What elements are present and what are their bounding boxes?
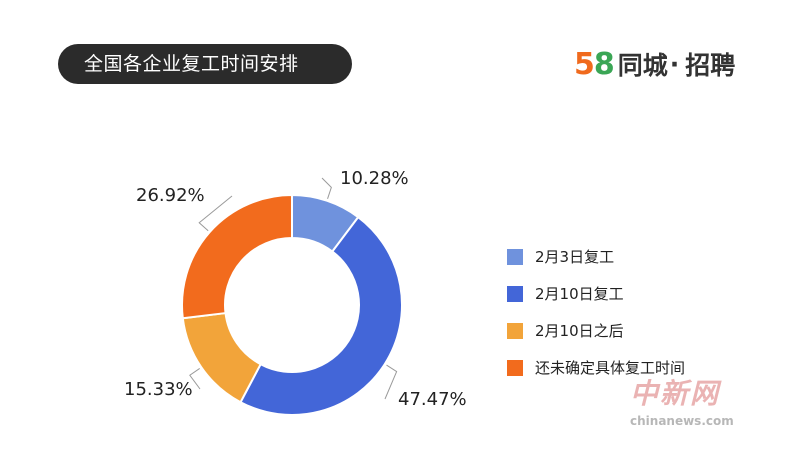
leader-line xyxy=(384,364,398,400)
legend-item-after-feb10: 2月10日之后 xyxy=(507,312,685,349)
chart-title: 全国各企业复工时间安排 xyxy=(58,44,352,84)
legend-label-undecided: 还未确定具体复工时间 xyxy=(535,359,686,377)
value-label-undecided: 26.92% xyxy=(136,185,205,206)
value-label-feb10: 47.47% xyxy=(398,389,467,410)
legend-item-feb3: 2月3日复工 xyxy=(507,238,685,275)
value-label-feb3: 10.28% xyxy=(340,168,409,189)
leader-line xyxy=(189,368,201,390)
brand-suffix: 招聘 xyxy=(685,51,736,80)
legend-label-after-feb10: 2月10日之后 xyxy=(535,322,624,340)
chart-legend: 2月3日复工 2月10日复工 2月10日之后 还未确定具体复工时间 xyxy=(507,238,685,386)
watermark-title: 中新网 xyxy=(630,377,721,410)
leader-line xyxy=(198,195,233,232)
brand-name: 同城 xyxy=(617,51,668,80)
brand-number-8: 8 xyxy=(593,46,615,82)
watermark-url: chinanews.com xyxy=(630,414,734,428)
brand-number-5: 5 xyxy=(574,46,595,82)
legend-label-feb10: 2月10日复工 xyxy=(535,285,624,303)
legend-swatch-feb3 xyxy=(507,248,523,265)
legend-swatch-undecided xyxy=(507,359,523,376)
legend-label-feb3: 2月3日复工 xyxy=(535,248,615,266)
leader-line xyxy=(321,177,332,199)
slice-feb10 xyxy=(239,215,403,416)
legend-item-undecided: 还未确定具体复工时间 xyxy=(507,349,685,386)
watermark: 中新网 chinanews.com xyxy=(630,372,770,442)
slice-undecided xyxy=(181,193,293,320)
legend-item-feb10: 2月10日复工 xyxy=(507,275,685,312)
value-label-after-feb10: 15.33% xyxy=(124,379,193,400)
legend-swatch-after-feb10 xyxy=(507,322,523,339)
brand-separator: · xyxy=(669,49,680,79)
legend-swatch-feb10 xyxy=(507,285,523,302)
